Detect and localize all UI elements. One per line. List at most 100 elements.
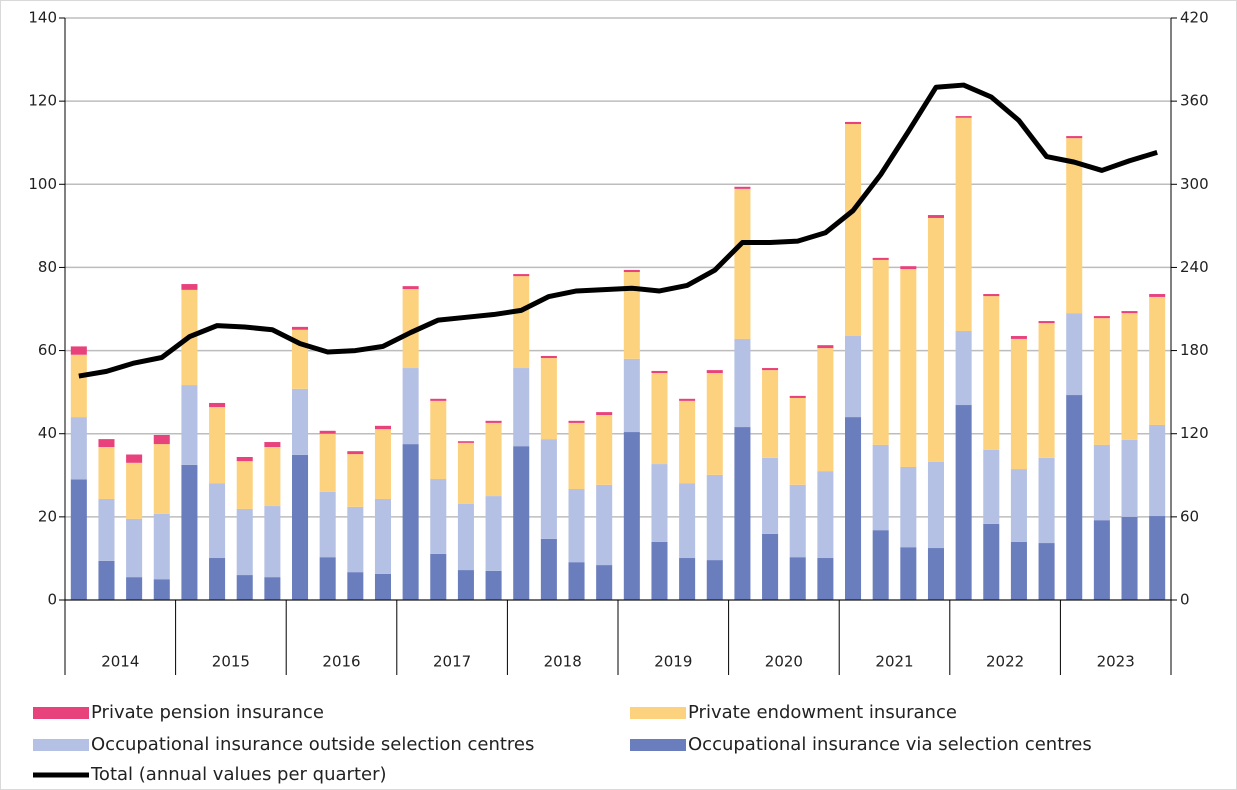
bar-segment <box>126 462 143 519</box>
bar-segment <box>347 454 364 507</box>
y2-tick-label: 120 <box>1180 424 1209 442</box>
bar-segment <box>402 286 419 290</box>
y-tick-label: 40 <box>38 424 57 442</box>
bar-segment <box>485 496 502 571</box>
legend-swatch <box>33 707 89 719</box>
bar-segment <box>1010 469 1027 542</box>
y-tick-label: 120 <box>28 92 57 110</box>
bar-segment <box>872 530 889 600</box>
bar-segment <box>540 355 557 359</box>
bar-segment <box>430 398 447 401</box>
bar-segment <box>1149 424 1166 517</box>
bar-segment <box>983 296 1000 450</box>
bar-segment <box>264 442 281 448</box>
bar-segment <box>596 484 613 566</box>
legend-swatch <box>33 739 89 751</box>
bar-segment <box>540 439 557 539</box>
bar-segment <box>1038 321 1055 324</box>
bar-segment <box>1010 541 1027 600</box>
bar-segment <box>1149 516 1166 600</box>
group-label: 2017 <box>433 653 471 671</box>
bar-segment <box>817 471 834 559</box>
bar-segment <box>900 266 917 270</box>
group-label: 2018 <box>544 653 582 671</box>
bar-segment <box>402 289 419 369</box>
bar-segment <box>292 454 309 600</box>
y-tick-label: 20 <box>38 507 57 525</box>
bar-segment <box>70 417 87 480</box>
bar-segment <box>513 368 530 447</box>
bar-segment <box>651 370 668 374</box>
bar-segment <box>596 415 613 485</box>
bar-segment <box>596 565 613 600</box>
bar-segment <box>457 442 474 504</box>
bar-segment <box>98 439 115 448</box>
bar-segment <box>568 422 585 490</box>
bar-segment <box>1038 543 1055 600</box>
bar-segment <box>1010 338 1027 470</box>
bar-segment <box>789 484 806 558</box>
bar-segment <box>706 373 723 475</box>
bar-segment <box>153 513 170 580</box>
bar-segment <box>153 579 170 600</box>
bar-segment <box>181 284 198 290</box>
bar-segment <box>540 358 557 440</box>
bar-segment <box>209 407 226 484</box>
bar-segment <box>264 577 281 600</box>
bar-segment <box>457 503 474 571</box>
y-tick-label: 140 <box>28 9 57 27</box>
bar-segment <box>817 558 834 600</box>
legend-label: Private pension insurance <box>91 702 324 723</box>
bar-segment <box>789 395 806 398</box>
group-label: 2015 <box>212 653 250 671</box>
bar-segment <box>126 454 143 463</box>
bar-segment <box>374 425 391 430</box>
legend-label: Occupational insurance via selection cen… <box>688 734 1092 755</box>
bar-segment <box>485 422 502 497</box>
bar-segment <box>1121 516 1138 600</box>
group-label: 2022 <box>986 653 1024 671</box>
bar-segment <box>845 417 862 600</box>
bar-segment <box>955 331 972 406</box>
bar-segment <box>98 498 115 561</box>
bar-segment <box>430 553 447 600</box>
legend-label: Private endowment insurance <box>688 702 957 723</box>
bar-segment <box>430 400 447 480</box>
bar-segment <box>817 348 834 472</box>
bar-segment <box>568 420 585 423</box>
y-tick-label: 0 <box>47 591 57 609</box>
bar-segment <box>1066 136 1083 139</box>
group-label: 2016 <box>322 653 360 671</box>
bar-segment <box>236 575 253 600</box>
bar-segment <box>153 444 170 514</box>
bar-segment <box>153 434 170 445</box>
bar-segment <box>983 294 1000 297</box>
bar-segment <box>1010 336 1027 339</box>
bar-segment <box>457 441 474 443</box>
bar-segment <box>457 570 474 600</box>
bar-segment <box>872 257 889 260</box>
bar-segment <box>319 491 336 558</box>
y2-tick-label: 360 <box>1180 92 1209 110</box>
bar-segment <box>568 562 585 600</box>
bar-segment <box>983 449 1000 524</box>
bar-segment <box>430 479 447 554</box>
bar-segment <box>955 117 972 332</box>
bar-segment <box>1093 316 1110 319</box>
bar-segment <box>845 121 862 125</box>
bar-segment <box>319 557 336 600</box>
bar-segment <box>789 397 806 485</box>
bar-segment <box>1066 313 1083 396</box>
bar-segment <box>292 388 309 455</box>
bar-segment <box>651 464 668 542</box>
bar-segment <box>1121 311 1138 314</box>
legend-swatch <box>630 739 686 751</box>
bar-segment <box>209 402 226 408</box>
group-label: 2020 <box>765 653 803 671</box>
bar-segment <box>1149 296 1166 425</box>
bar-segment <box>70 354 87 418</box>
bar-segment <box>70 346 87 355</box>
bar-segment <box>181 385 198 465</box>
bar-segment <box>236 461 253 509</box>
bar-segment <box>651 541 668 600</box>
